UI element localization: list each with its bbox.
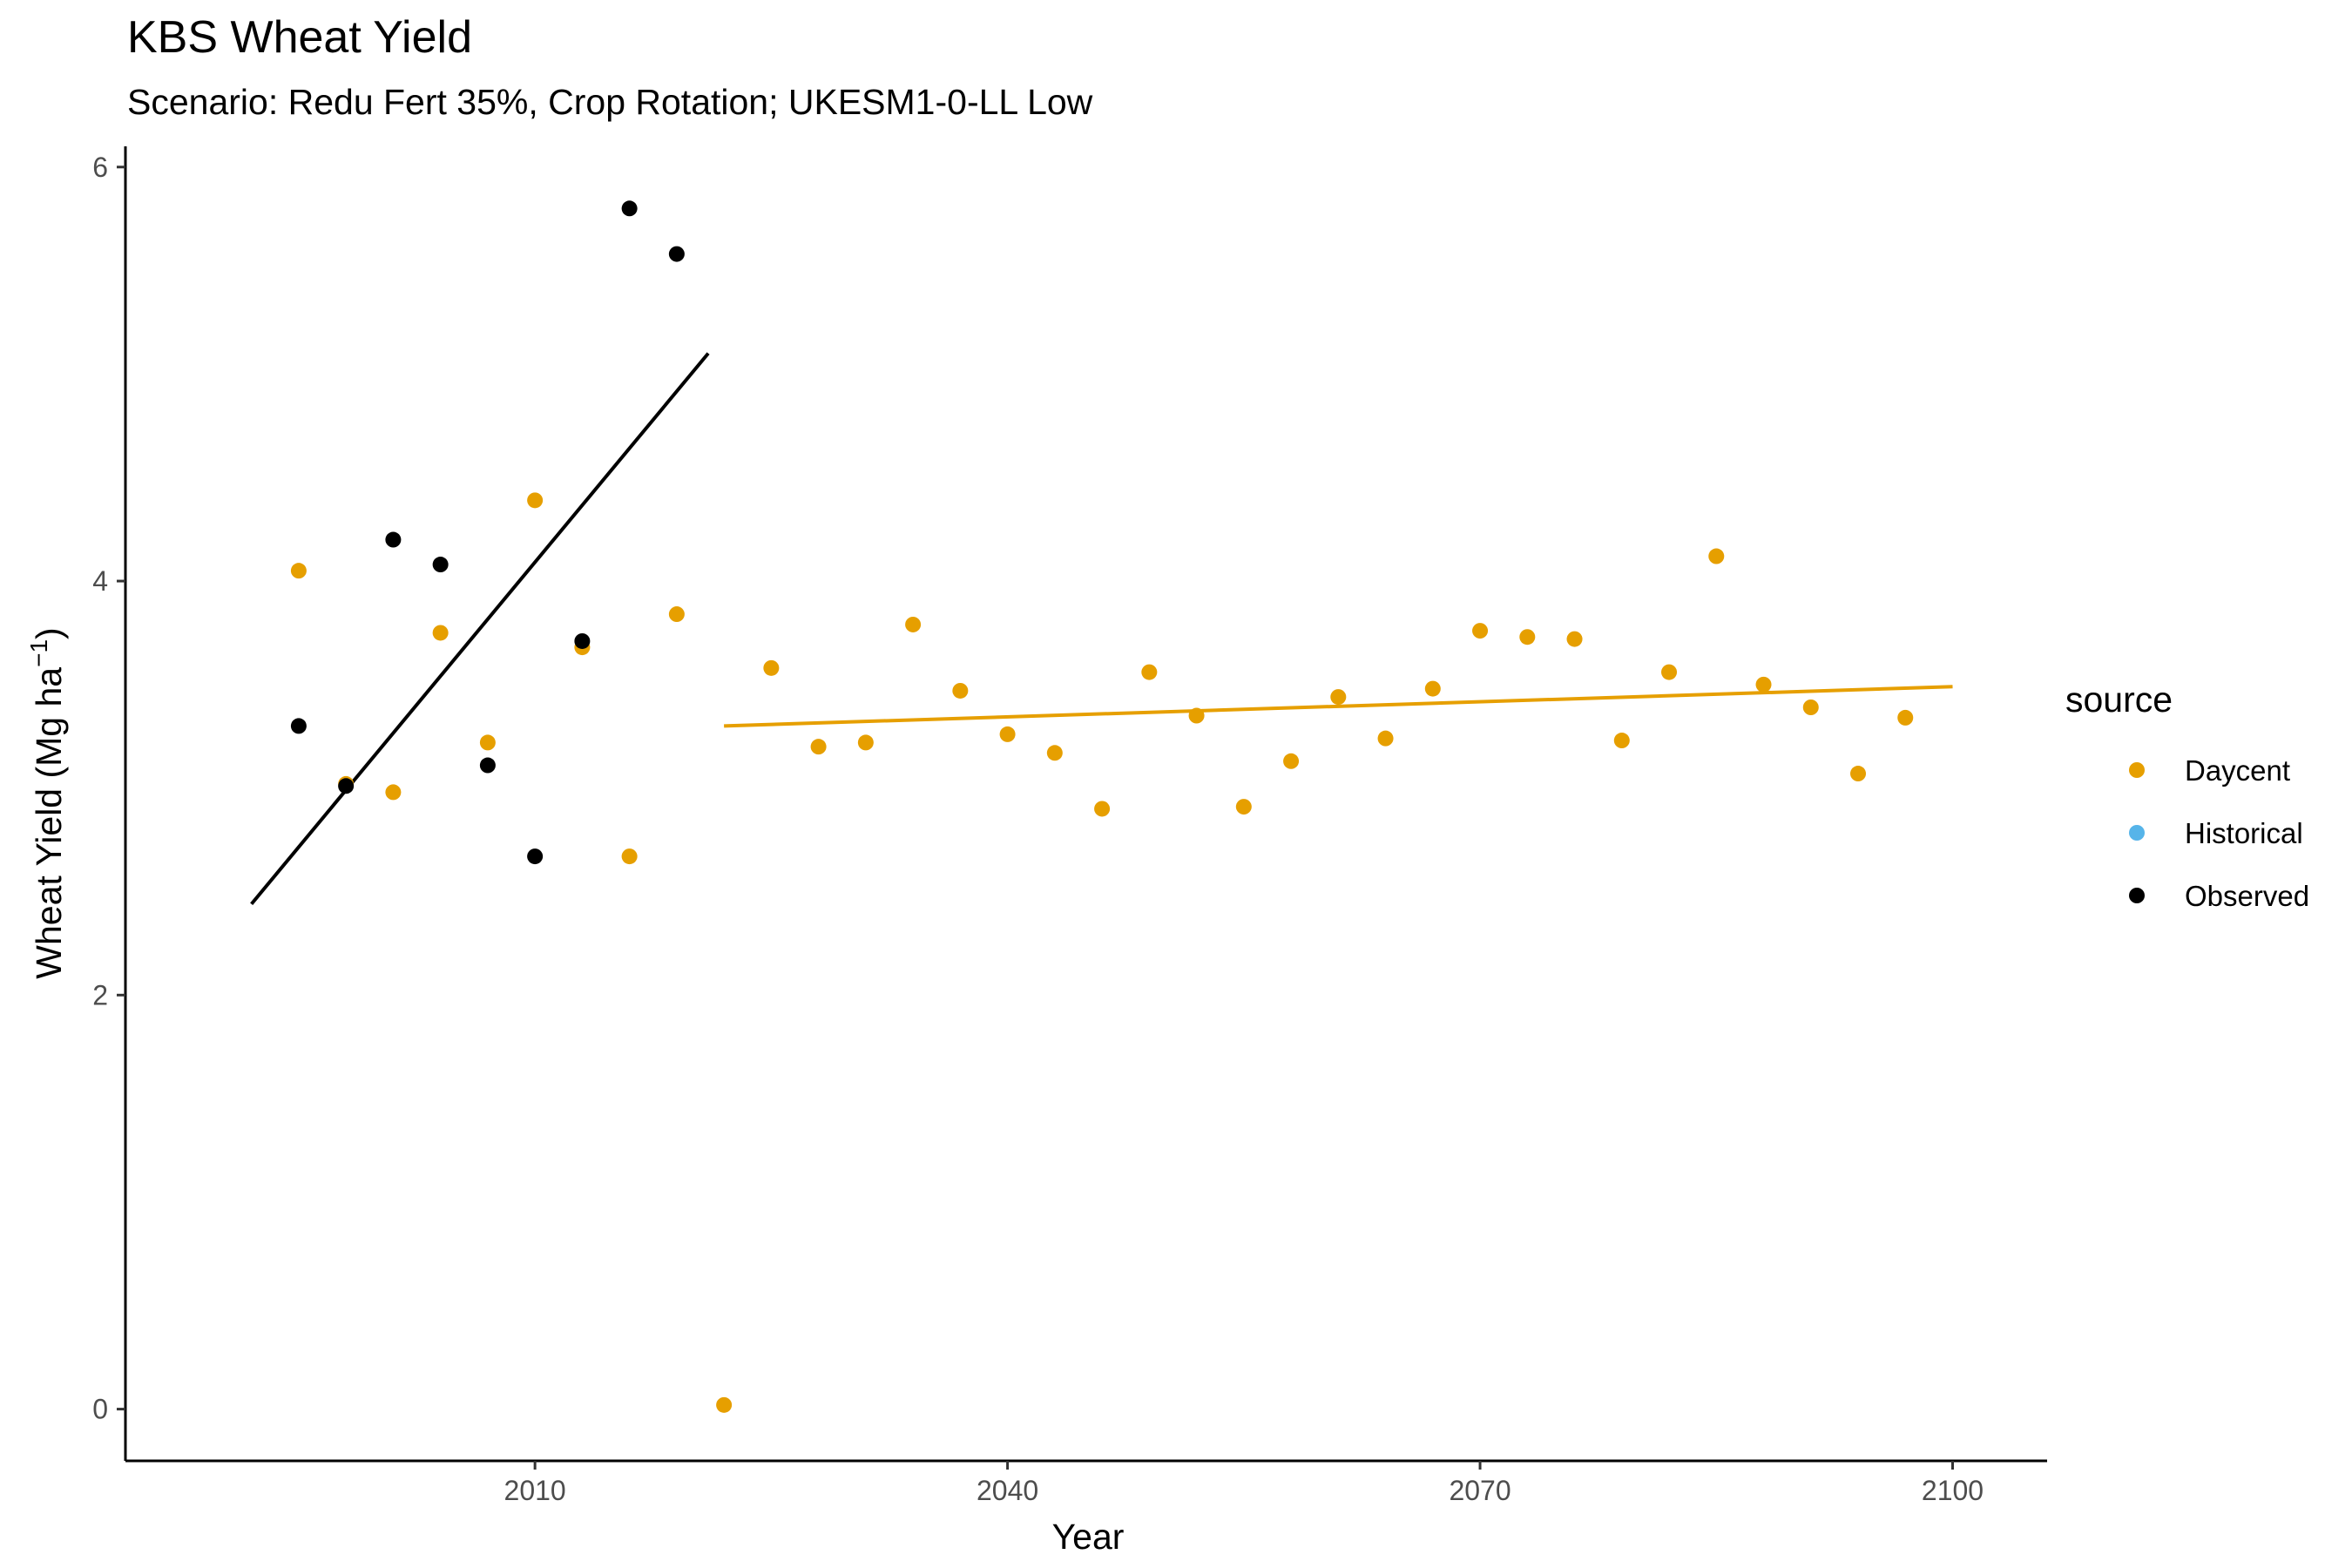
point-daycent xyxy=(1897,709,1914,726)
point-daycent xyxy=(810,739,827,755)
point-daycent xyxy=(1613,733,1630,749)
point-observed xyxy=(432,557,449,573)
point-observed xyxy=(385,531,402,548)
point-daycent xyxy=(952,682,969,699)
x-tick-label: 2070 xyxy=(1449,1475,1511,1506)
y-tick-label: 0 xyxy=(92,1394,108,1425)
point-daycent xyxy=(290,563,307,579)
point-daycent xyxy=(1330,689,1347,706)
point-daycent xyxy=(385,784,402,801)
point-daycent xyxy=(668,606,685,623)
point-daycent xyxy=(1283,753,1300,769)
legend-label-daycent: Daycent xyxy=(2185,754,2290,787)
trend-line-observed xyxy=(250,352,710,906)
point-daycent xyxy=(1046,745,1063,761)
legend: source Daycent Historical Observed xyxy=(2065,679,2309,912)
legend-title: source xyxy=(2065,679,2173,720)
chart-subtitle: Scenario: Redu Fert 35%, Crop Rotation; … xyxy=(127,82,1093,122)
point-daycent xyxy=(999,726,1016,742)
point-observed xyxy=(668,246,685,262)
y-axis-title-main: Wheat Yield (Mg ha xyxy=(29,667,69,979)
legend-label-observed: Observed xyxy=(2185,880,2309,912)
point-daycent xyxy=(763,659,780,676)
plot-panel xyxy=(124,146,2047,1463)
legend-key-historical xyxy=(2129,825,2145,841)
y-tick-label: 4 xyxy=(92,565,108,597)
point-daycent xyxy=(1802,699,1819,715)
x-tick-label: 2010 xyxy=(504,1475,566,1506)
point-daycent xyxy=(1850,766,1867,782)
point-daycent xyxy=(1377,730,1394,747)
data-points xyxy=(290,200,1914,1413)
point-daycent xyxy=(1661,664,1678,680)
point-daycent xyxy=(857,734,874,751)
point-daycent xyxy=(1708,548,1725,564)
point-observed xyxy=(338,778,355,794)
point-daycent xyxy=(905,616,922,632)
x-tick-label: 2100 xyxy=(1922,1475,1984,1506)
point-observed xyxy=(527,848,544,865)
point-daycent xyxy=(1141,664,1158,680)
y-axis-title: Wheat Yield (Mg ha−1) xyxy=(25,627,69,978)
y-tick-label: 2 xyxy=(92,979,108,1010)
x-axis: 2010 2040 2070 2100 xyxy=(504,1461,1984,1506)
y-tick-label: 6 xyxy=(92,152,108,183)
point-daycent xyxy=(479,734,496,751)
point-daycent xyxy=(1424,680,1441,697)
point-observed xyxy=(621,200,638,217)
point-observed xyxy=(574,632,591,649)
trend-lines xyxy=(250,352,1953,906)
y-axis-title-superscript: −1 xyxy=(25,639,52,667)
point-daycent xyxy=(1235,799,1252,815)
y-axis: 0 2 4 6 xyxy=(92,152,125,1425)
point-daycent xyxy=(716,1396,733,1413)
trend-line-daycent xyxy=(724,685,1953,728)
x-axis-title: Year xyxy=(1052,1517,1125,1557)
chart-title: KBS Wheat Yield xyxy=(127,12,472,63)
legend-key-daycent xyxy=(2129,762,2145,778)
point-daycent xyxy=(621,848,638,865)
y-axis-title-close: ) xyxy=(29,627,69,639)
point-daycent xyxy=(527,492,544,509)
point-daycent xyxy=(1755,676,1772,693)
legend-key-observed xyxy=(2129,888,2145,903)
point-daycent xyxy=(1472,623,1489,639)
point-daycent xyxy=(1566,631,1583,647)
x-tick-label: 2040 xyxy=(977,1475,1038,1506)
point-daycent xyxy=(1188,707,1205,724)
point-daycent xyxy=(1519,629,1536,645)
legend-label-historical: Historical xyxy=(2185,817,2303,849)
point-daycent xyxy=(1094,801,1111,817)
point-observed xyxy=(479,757,496,774)
point-daycent xyxy=(432,625,449,641)
point-observed xyxy=(290,718,307,734)
